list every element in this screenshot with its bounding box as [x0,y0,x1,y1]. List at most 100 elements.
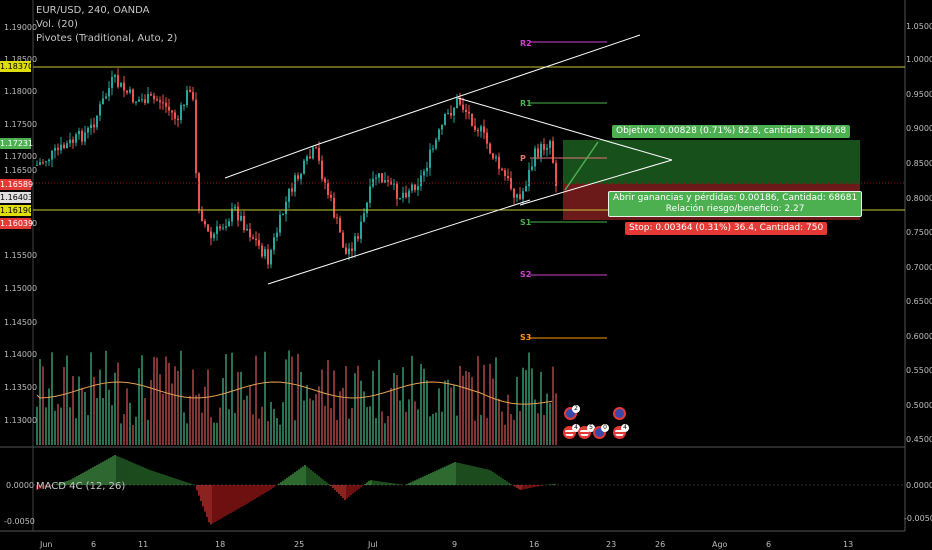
candle-body [99,104,101,116]
volume-bar [438,388,440,445]
pivots-legend[interactable]: Pivotes (Traditional, Auto, 2) [36,33,178,44]
candle-body [192,92,194,100]
volume-bar [342,387,344,445]
volume-bar [150,379,152,445]
volume-bar [129,402,131,445]
volume-bar [219,407,221,445]
volume-bar [525,370,527,445]
price-tag-yellow-top: 1.18370 [0,61,34,72]
volume-bar [75,418,77,445]
volume-bar [474,420,476,445]
volume-bar [348,418,350,445]
volume-bar [102,398,104,445]
candle-body [534,148,536,167]
candle-body [426,167,428,172]
volume-bar [96,398,98,445]
event-count: 5 [587,424,595,432]
candle-body [489,143,491,154]
open-pl-label[interactable]: Abrir ganancias y pérdidas: 0.00186, Can… [608,191,863,217]
candle-body [258,240,260,246]
right-axis-label: 0.7500 [906,228,932,237]
candle-body [528,169,530,187]
candle-body [153,95,155,100]
right-axis-label: 0.8500 [906,159,932,168]
candle-body [156,99,158,101]
volume-bar [108,389,110,445]
volume-bar [423,368,425,445]
volume-bar [180,350,182,445]
right-axis-label: 0.8000 [906,194,932,203]
volume-bar [42,366,44,445]
target-label[interactable]: Objetivo: 0.00828 (0.71%) 82.8, cantidad… [612,125,851,138]
left-axis-label: 1.13500 [4,383,38,392]
candle-body [186,90,188,106]
candle-body [456,98,458,109]
time-axis-label: 6 [91,540,97,549]
volume-bar [303,400,305,445]
volume-bar [90,352,92,445]
candle-body [348,248,350,255]
candle-body [447,112,449,114]
candle-body [387,180,389,182]
candlesticks [36,68,557,269]
time-axis-label: 11 [138,540,149,549]
candle-body [393,183,395,185]
volume-bar [36,406,38,445]
volume-bar [351,407,353,445]
candle-body [129,89,131,93]
volume-bar [306,385,308,445]
candle-body [210,231,212,239]
price-tag-green: 1.17231 [0,138,34,149]
candle-body [537,148,539,158]
volume-bar [264,351,266,445]
volume-bar [261,406,263,445]
candle-body [120,82,122,87]
volume-bar [498,398,500,445]
volume-bar [132,424,134,445]
channel-upper-line [315,34,641,146]
candle-body [408,190,410,198]
volume-bar [315,394,317,445]
candle-body [39,162,41,165]
volume-ma-line [36,381,553,405]
symbol-legend[interactable]: EUR/USD, 240, OANDA [36,5,150,16]
macd-legend[interactable]: MACD 4C (12, 26) [36,481,126,492]
volume-bar [195,395,197,445]
volume-bar [141,355,143,445]
right-axis-label: 1.0500 [906,22,932,31]
candle-body [144,99,146,104]
candle-body [453,108,455,116]
stop-label[interactable]: Stop: 0.00364 (0.31%) 36.4, Cantidad: 75… [625,222,828,235]
volume-bar [435,412,437,445]
volume-bar [162,393,164,445]
event-badge[interactable] [613,407,626,420]
candle-body [459,98,461,105]
candle-body [42,162,44,164]
candle-body [177,118,179,121]
volume-bar [99,369,101,445]
volume-bar [297,353,299,445]
volume-bar [387,416,389,445]
volume-bar [528,352,530,445]
candle-body [372,178,374,187]
left-axis-label: 1.13000 [4,416,38,425]
candle-body [507,176,509,179]
candle-body [438,129,440,140]
candle-body [60,144,62,151]
candle-body [360,221,362,239]
volume-bar [510,414,512,445]
candle-body [405,192,407,198]
volume-bar [135,416,137,445]
candle-body [243,215,245,231]
volume-bar [288,350,290,445]
volume-bar [165,356,167,445]
volume-bar [114,372,116,445]
volume-legend[interactable]: Vol. (20) [36,19,78,30]
left-axis-label: 1.15500 [4,251,38,260]
volume-bar [480,414,482,445]
candle-body [546,147,548,150]
volume-bar [402,367,404,445]
candle-body [255,238,257,241]
candle-body [324,178,326,183]
